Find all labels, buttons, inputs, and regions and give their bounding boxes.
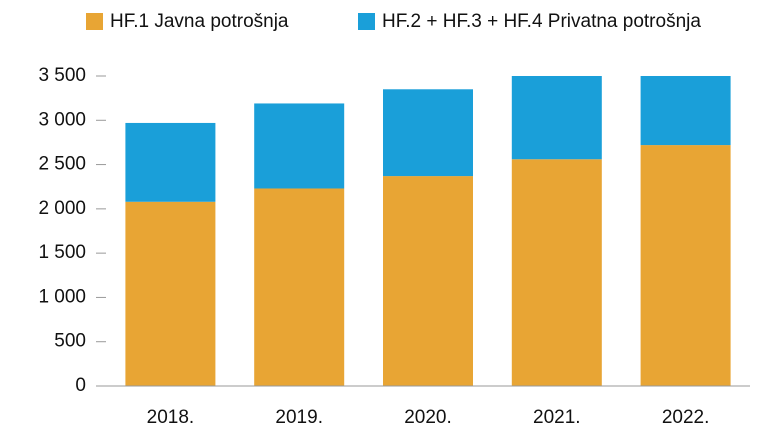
legend-label: HF.2 + HF.3 + HF.4 Privatna potrošnja [382,11,701,32]
x-tick-label: 2021. [533,407,581,428]
legend-swatch [358,13,375,30]
bar-segment [640,145,731,386]
y-tick-label: 3 000 [38,109,86,130]
bar-segment [125,122,216,202]
legend-swatch [86,13,103,30]
bar-segment [254,103,345,189]
plot-area [125,76,731,386]
bar-segment [640,76,731,146]
y-tick-label: 1 000 [38,286,86,307]
x-tick-label: 2022. [662,407,710,428]
bar-segment [511,76,602,160]
bar-segment [383,176,473,386]
y-tick-label: 1 500 [38,242,86,263]
bar-segment [125,201,216,386]
x-tick-label: 2018. [147,407,195,428]
y-tick-label: 500 [54,331,86,352]
y-tick-label: 0 [75,375,86,396]
x-tick-label: 2019. [275,407,323,428]
y-tick-label: 2 500 [38,154,86,175]
legend-label: HF.1 Javna potrošnja [110,11,289,32]
x-tick-label: 2020. [404,407,452,428]
y-tick-label: 3 500 [38,65,86,86]
bar-segment [383,89,473,177]
y-tick-label: 2 000 [38,198,86,219]
bar-segment [254,188,345,386]
bar-segment [511,159,602,386]
